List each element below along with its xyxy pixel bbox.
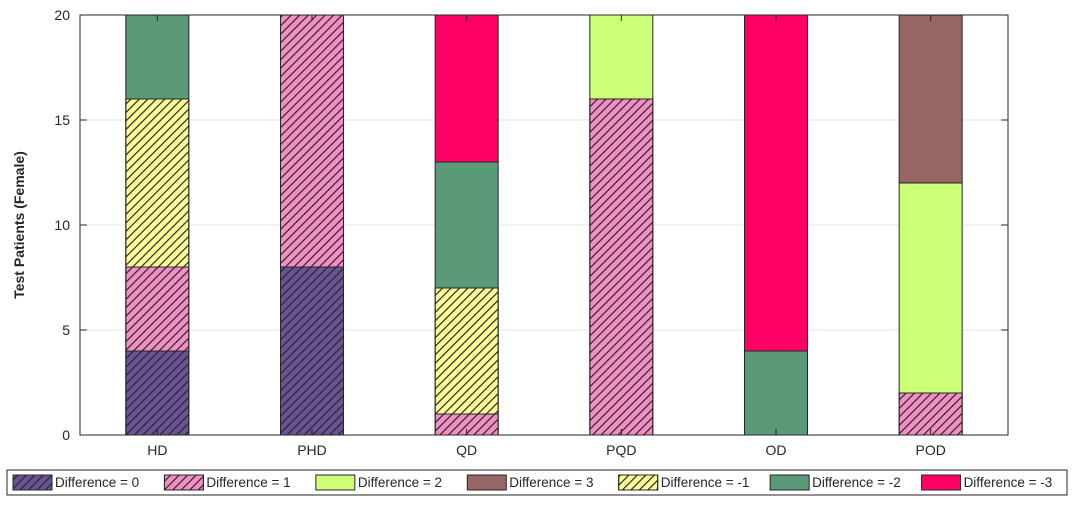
legend-swatch [769,474,810,491]
y-tick-label: 20 [54,7,70,23]
bar-segment [434,14,499,163]
bar-segment [744,14,808,352]
x-tick-label: PHD [297,442,327,458]
axes [79,14,1009,436]
bar-segment-hatch [280,266,344,436]
bar-segment [744,350,808,436]
y-tick-label: 15 [54,112,70,128]
bar-segment-hatch [589,98,654,436]
x-tick-label: QD [456,442,477,458]
legend-swatch [315,474,356,491]
y-tick-label: 10 [54,217,70,233]
legend: Difference = 0 Difference = 1 Difference =… [6,469,1068,496]
legend-swatch [466,474,507,491]
legend-label: Difference = -3 [964,475,1053,490]
x-tick-label: OD [766,442,787,458]
bar-segment [589,14,654,100]
x-tick-label: PQD [606,442,636,458]
bar-segment-hatch [434,287,499,415]
bar-segment [125,14,190,100]
y-axis-label: Test Patients (Female) [11,151,27,299]
y-tick-label: 5 [62,322,70,338]
x-tick-label: HD [147,442,167,458]
grid-lines [80,119,1008,331]
bar-segment [434,161,499,289]
legend-swatch-hatch [618,474,659,491]
bar-segment [898,14,963,184]
legend-label: Difference = 2 [358,475,442,490]
bar-segment-hatch [125,98,190,268]
legend-swatch [921,474,962,491]
legend-swatch-hatch [12,474,53,491]
bar-segment-hatch [125,350,190,436]
legend-swatch-hatch [163,474,204,491]
bar-segments [125,14,963,436]
bar-segment-hatch [898,392,963,436]
tick-labels: HD PHD QD PQD OD POD 0 5 10 15 20 [54,7,945,458]
legend-label: Difference = 3 [509,475,593,490]
legend-label: Difference = 0 [55,475,139,490]
bar-segment-hatch [280,14,344,268]
legend-label: Difference = -1 [661,475,750,490]
legend-label: Difference = -2 [812,475,901,490]
x-tick-label: POD [915,442,945,458]
legend-label: Difference = 1 [206,475,290,490]
bar-segment [898,182,963,394]
bar-segment-hatch [125,266,190,352]
y-tick-label: 0 [62,427,70,443]
